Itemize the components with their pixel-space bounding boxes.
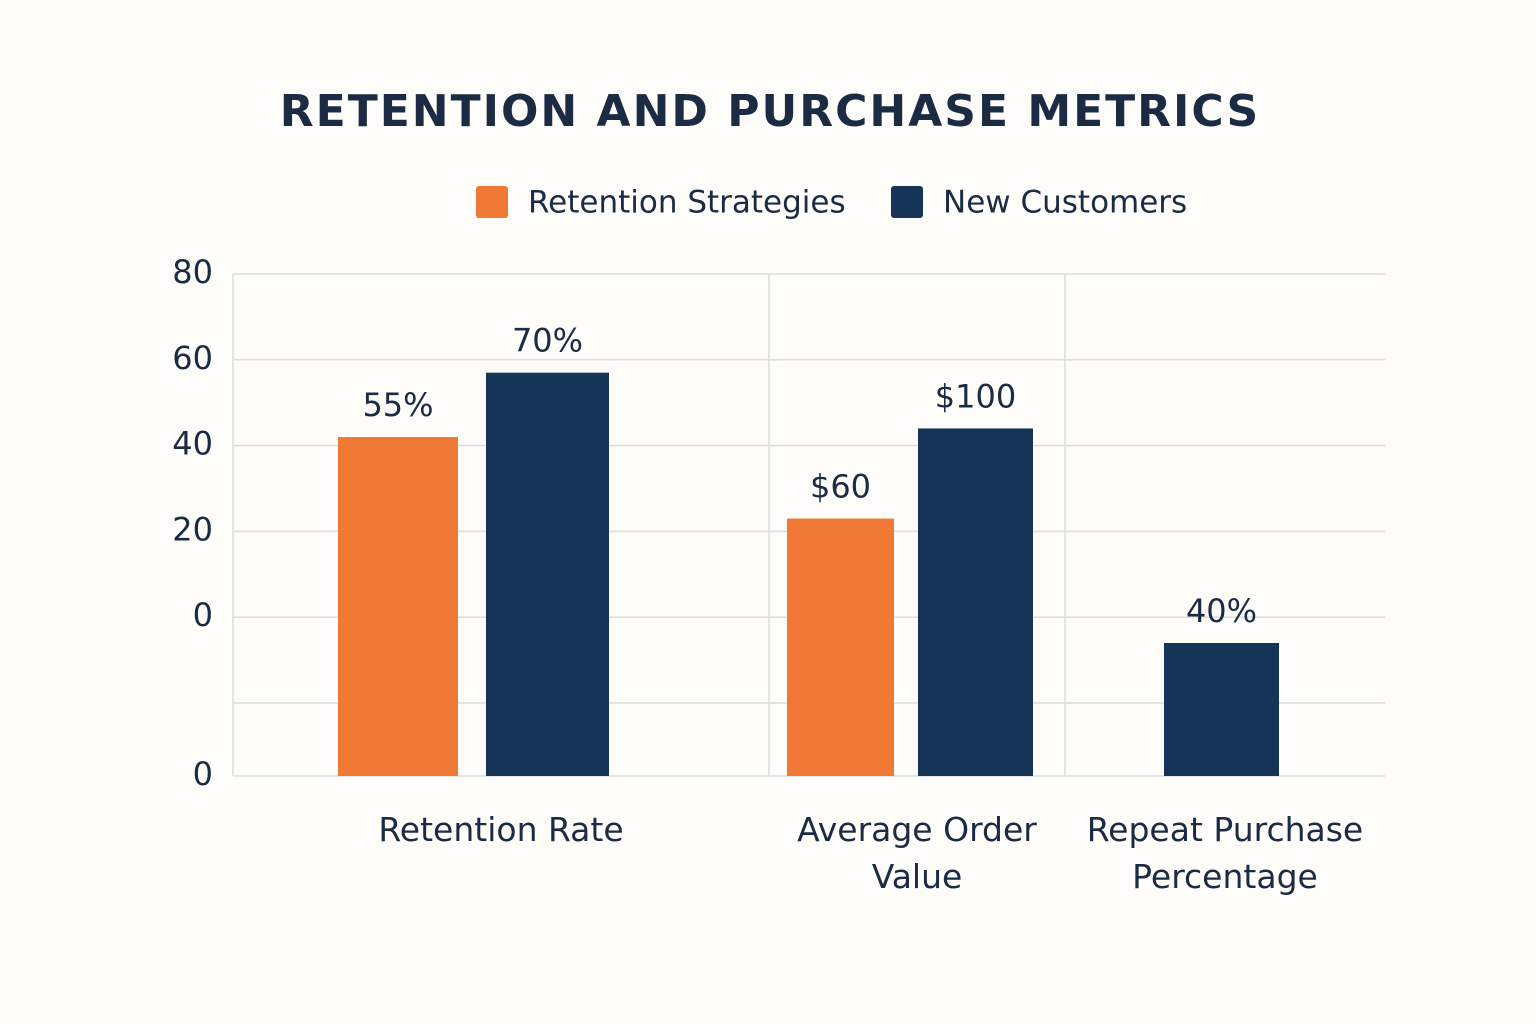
bar [1164, 642, 1279, 776]
x-tick-label: Retention Rate [378, 810, 624, 849]
bar [338, 437, 458, 776]
x-tick-label: Average Order Value [797, 810, 1037, 896]
value-label: 40% [1186, 592, 1257, 630]
legend-label: Retention Strategies [528, 185, 846, 221]
bar [918, 428, 1033, 776]
y-tick-label: 20 [172, 510, 213, 548]
legend-swatch [891, 186, 923, 218]
value-label: 55% [362, 386, 433, 424]
value-label: 70% [512, 322, 583, 360]
x-tick-label: Repeat Purchase Percentage [1086, 810, 1364, 896]
value-label: $100 [935, 377, 1016, 415]
y-tick-label: 0 [193, 596, 213, 634]
legend-label: New Customers [943, 185, 1187, 221]
legend-swatch [476, 186, 508, 218]
y-tick-label: 40 [172, 425, 213, 463]
bar [486, 372, 609, 776]
y-tick-label: 80 [172, 253, 213, 291]
bar [787, 518, 894, 776]
y-tick-label: 0 [193, 755, 213, 793]
chart-title: RETENTION AND PURCHASE METRICS [280, 86, 1260, 137]
y-tick-label: 60 [172, 339, 213, 377]
value-label: $60 [810, 468, 871, 506]
